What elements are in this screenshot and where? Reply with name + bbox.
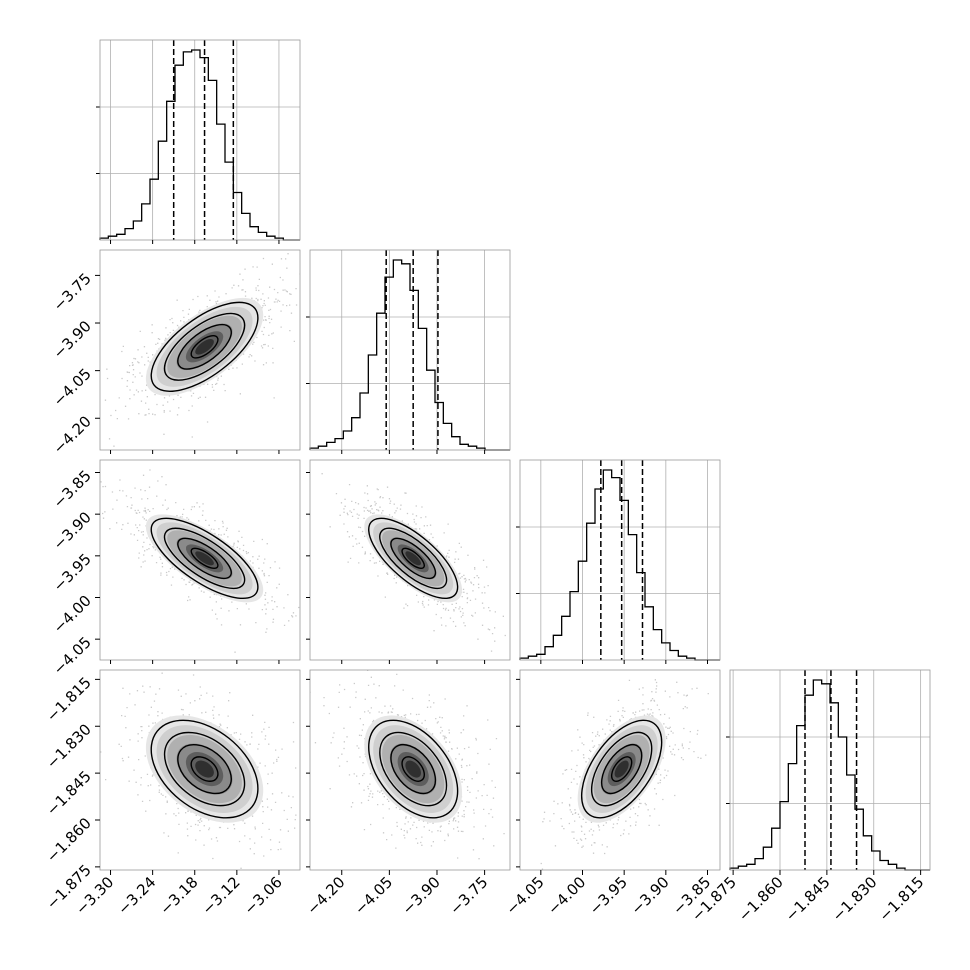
y-tick-label: −4.05 — [50, 365, 95, 410]
panel-frame — [99, 669, 301, 871]
contour-line — [600, 743, 643, 795]
contour-line — [580, 719, 663, 819]
contour-line — [177, 537, 232, 580]
y-tick-label: −3.85 — [50, 467, 95, 512]
panel-frame — [99, 39, 301, 241]
contour-line — [163, 527, 246, 590]
contour-line — [190, 547, 219, 570]
y-tick-label: −3.90 — [50, 317, 95, 362]
contour-line — [177, 323, 232, 370]
histogram-step — [729, 679, 930, 871]
contour-line — [150, 301, 259, 392]
x-tick-label: −1.845 — [782, 873, 834, 925]
panel-frame — [309, 249, 511, 451]
panel-frame — [99, 249, 301, 451]
x-tick-label: −4.00 — [544, 873, 589, 918]
y-tick-label: −3.95 — [50, 550, 95, 595]
y-tick-label: −1.815 — [43, 673, 95, 725]
density-shade — [195, 551, 214, 566]
panel-frame — [99, 459, 301, 661]
density-shade — [405, 760, 421, 778]
panel-content — [321, 473, 510, 652]
histogram-panel-3 — [516, 459, 721, 661]
contour-line — [401, 756, 425, 782]
x-tick-label: −3.12 — [198, 873, 243, 918]
density-shade — [614, 760, 629, 778]
scatter-panel-2-1 — [99, 249, 301, 451]
panel-frame — [309, 669, 511, 871]
x-tick-label: −4.05 — [351, 873, 396, 918]
contour-line — [401, 547, 425, 570]
scatter-panel-3-2 — [309, 459, 511, 661]
y-tick-label: −3.75 — [50, 269, 95, 314]
contour-line — [177, 743, 232, 795]
panel-frame — [519, 459, 721, 661]
histogram-panel-1 — [96, 39, 301, 241]
scatter-panel-3-1 — [99, 459, 301, 661]
contour-line — [368, 517, 459, 600]
y-tick-label: −4.00 — [50, 592, 95, 637]
histogram-step — [519, 469, 720, 661]
x-tick-label: −3.18 — [156, 873, 201, 918]
panel-frame — [309, 459, 511, 661]
contour-line — [379, 731, 448, 807]
panel-frame — [729, 669, 931, 871]
density-shade — [195, 339, 214, 355]
contour-line — [163, 731, 246, 807]
scatter-panel-4-3 — [519, 669, 721, 871]
histogram-panel-4 — [726, 669, 931, 871]
contour-line — [610, 756, 633, 782]
contour-line — [379, 527, 448, 590]
panel-frame — [519, 669, 721, 871]
histogram-panel-2 — [306, 249, 511, 451]
x-tick-label: −3.75 — [446, 873, 491, 918]
x-tick-label: −3.24 — [114, 873, 159, 918]
density-shade — [195, 760, 214, 778]
y-tick-label: −1.845 — [43, 767, 95, 819]
y-tick-label: −4.20 — [50, 412, 95, 457]
panel-content — [310, 670, 505, 860]
contour-line — [190, 756, 219, 782]
scatter-panel-4-2 — [309, 669, 511, 871]
panel-content — [100, 469, 300, 653]
x-tick-label: −1.815 — [875, 873, 927, 925]
y-tick-label: −3.90 — [50, 508, 95, 553]
histogram-step — [309, 259, 510, 451]
x-tick-label: −3.95 — [586, 873, 631, 918]
scatter-points — [100, 469, 300, 653]
x-tick-label: −4.20 — [303, 873, 348, 918]
contour-line — [163, 312, 246, 381]
contour-line — [368, 719, 459, 819]
contour-line — [590, 731, 653, 807]
scatter-panel-4-1 — [99, 669, 301, 871]
x-tick-label: −1.830 — [829, 873, 881, 925]
panel-content — [104, 253, 300, 447]
density-shade — [405, 551, 421, 566]
contour-line — [150, 719, 259, 819]
contour-line — [390, 743, 437, 795]
contour-line — [150, 517, 259, 600]
y-tick-label: −1.830 — [43, 720, 95, 772]
panel-content — [100, 672, 297, 869]
y-tick-label: −4.05 — [50, 633, 95, 678]
scatter-points — [100, 672, 297, 869]
contour-line — [190, 335, 219, 359]
contour-line — [390, 537, 437, 580]
x-tick-label: −3.06 — [241, 873, 286, 918]
histogram-step — [99, 49, 300, 241]
y-tick-label: −1.860 — [43, 814, 95, 866]
x-tick-label: −3.90 — [399, 873, 444, 918]
x-tick-label: −1.860 — [735, 873, 787, 925]
scatter-points — [104, 253, 300, 447]
x-tick-label: −3.90 — [627, 873, 672, 918]
panel-content — [540, 679, 720, 870]
x-tick-label: −4.05 — [502, 873, 547, 918]
